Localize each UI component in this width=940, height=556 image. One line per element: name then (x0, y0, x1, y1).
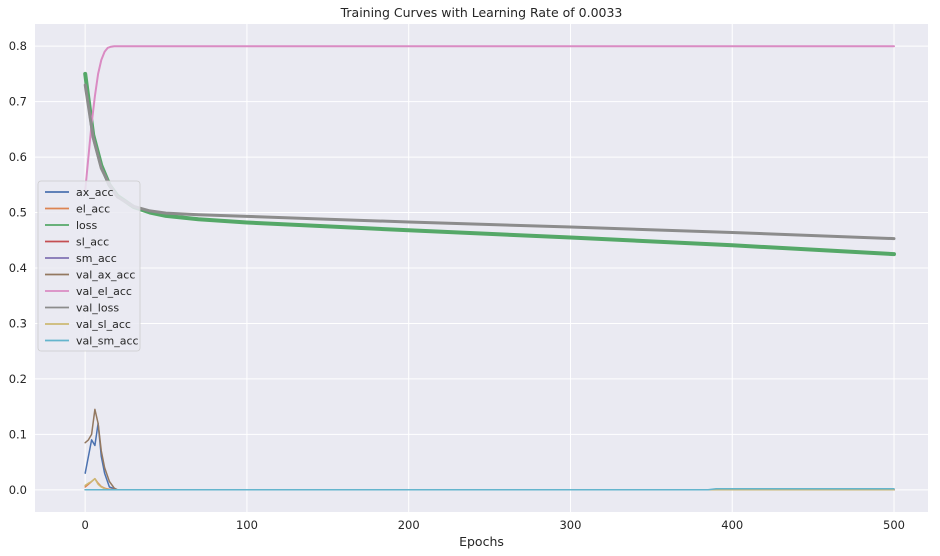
tick-labels: 0 100 200 300 400 500 0.0 0.1 0.2 0.3 0.4 0.5 0.6 0.7… (9, 39, 905, 532)
legend-entry: loss (76, 219, 98, 232)
legend-entry: val_el_acc (76, 285, 132, 298)
x-axis-label: Epochs (459, 534, 504, 549)
series-line-val-el-acc (84, 45, 895, 192)
legend-entry: val_ax_acc (76, 269, 135, 282)
legend-box (37, 180, 141, 352)
legend-entry: val_sl_acc (76, 318, 131, 331)
series-lines (83, 45, 896, 491)
legend-entry: sl_acc (76, 236, 109, 249)
x-tick-label: 400 (721, 518, 743, 532)
y-tick-label: 0.6 (9, 150, 27, 164)
chart-title: Training Curves with Learning Rate of 0.… (340, 5, 623, 20)
legend-entry: ax_acc (76, 186, 114, 199)
y-tick-label: 0.0 (9, 483, 27, 497)
x-tick-label: 100 (236, 518, 258, 532)
y-tick-label: 0.7 (9, 95, 27, 109)
y-tick-label: 0.5 (9, 206, 27, 220)
y-tick-label: 0.3 (9, 316, 27, 330)
y-tick-label: 0.2 (9, 372, 27, 386)
x-tick-label: 300 (559, 518, 581, 532)
x-tick-label: 500 (883, 518, 905, 532)
legend-entry: sm_acc (76, 252, 117, 265)
legend-entry: val_sm_acc (76, 335, 139, 348)
y-tick-label: 0.4 (9, 261, 27, 275)
y-tick-label: 0.1 (9, 427, 27, 441)
legend-entry: val_loss (76, 302, 119, 315)
x-tick-label: 200 (398, 518, 420, 532)
y-tick-label: 0.8 (9, 39, 27, 53)
x-tick-label: 0 (81, 518, 88, 532)
series-line-val-loss (83, 83, 896, 241)
legend-entry: el_acc (76, 203, 110, 216)
series-line-val-sm-acc (84, 487, 895, 491)
